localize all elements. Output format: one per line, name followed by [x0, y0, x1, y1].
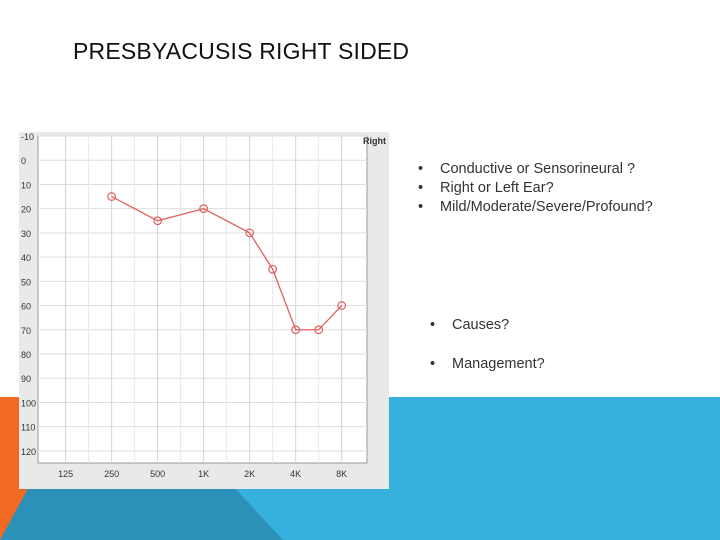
y-tick-label: 60: [21, 302, 31, 312]
data-point-marker: [291, 325, 301, 335]
followup-text: Management?: [452, 356, 545, 372]
x-tick-label: 500: [150, 469, 165, 479]
question-list: • Conductive or Sensorineural ? • Right or…: [418, 161, 653, 218]
audiogram-svg: -10 0 10 20 30 40 50 60 70 80 90 100 110 120 125 250 500…: [21, 132, 386, 479]
y-tick-label: 10: [21, 180, 31, 190]
data-point-marker: [337, 301, 347, 310]
y-tick-label: 100: [21, 398, 36, 408]
followup-item: • Causes?: [430, 317, 509, 333]
x-tick-label: 8K: [336, 469, 347, 479]
y-tick-label: 20: [21, 205, 31, 215]
slide-title: PRESBYACUSIS RIGHT SIDED: [73, 38, 410, 64]
followup-text: Causes?: [452, 317, 510, 333]
audiogram-chart: -10 0 10 20 30 40 50 60 70 80 90 100 110 120 125 250 500…: [19, 132, 389, 489]
bullet-icon: •: [418, 180, 424, 196]
y-tick-label: 120: [21, 447, 36, 457]
y-tick-label: -10: [21, 132, 34, 142]
data-point-marker: [153, 216, 163, 226]
data-point-marker: [314, 325, 324, 335]
data-point-marker: [268, 264, 278, 274]
x-tick-label: 1K: [198, 469, 209, 479]
bullet-icon: •: [430, 356, 436, 372]
y-tick-label: 0: [21, 156, 26, 166]
question-item: • Mild/Moderate/Severe/Profound?: [418, 199, 653, 218]
question-text: Conductive or Sensorineural ?: [440, 161, 636, 177]
accent-band-teal: [0, 488, 283, 540]
plot-area: [37, 135, 368, 464]
bullet-icon: •: [418, 161, 424, 177]
data-point-marker: [245, 228, 255, 238]
bullet-icon: •: [430, 317, 436, 333]
x-tick-label: 250: [104, 469, 119, 479]
x-tick-label: 4K: [290, 469, 301, 479]
question-item: • Right or Left Ear?: [418, 180, 653, 199]
question-text: Right or Left Ear?: [440, 180, 554, 196]
y-tick-label: 80: [21, 350, 31, 360]
question-text: Mild/Moderate/Severe/Profound?: [440, 199, 653, 215]
y-tick-label: 50: [21, 277, 31, 287]
question-item: • Conductive or Sensorineural ?: [418, 161, 653, 180]
y-tick-label: 90: [21, 374, 31, 384]
legend-label: Right: [363, 136, 386, 146]
data-point-marker: [107, 192, 117, 201]
followup-item: • Management?: [430, 356, 545, 372]
x-tick-label: 125: [58, 469, 73, 479]
bullet-icon: •: [418, 199, 424, 215]
y-tick-label: 40: [21, 253, 31, 263]
y-tick-label: 70: [21, 326, 31, 336]
data-point-marker: [199, 204, 209, 214]
x-tick-label: 2K: [244, 469, 255, 479]
y-tick-label: 110: [21, 423, 35, 433]
y-tick-label: 30: [21, 229, 31, 239]
